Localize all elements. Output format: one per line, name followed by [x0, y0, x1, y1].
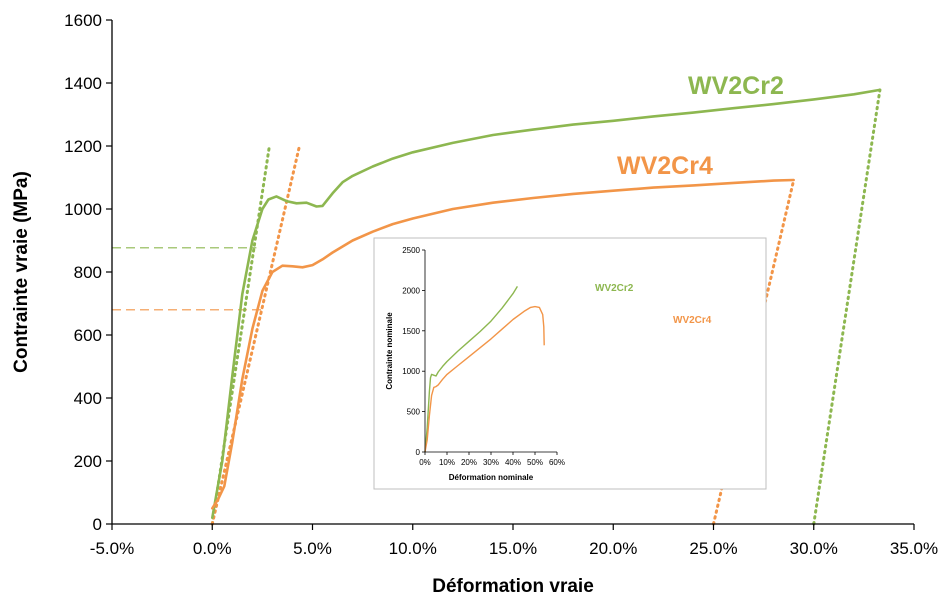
elastic-line-wv2cr2-0	[210, 144, 271, 526]
inset-x-tick-label: 60%	[549, 458, 565, 467]
y-tick-label: 1600	[64, 11, 102, 30]
inset-x-tick-label: 20%	[461, 458, 477, 467]
inset-frame	[373, 237, 767, 490]
inset-x-tick-label: 0%	[419, 458, 431, 467]
y-tick-label: 600	[74, 326, 102, 345]
y-tick-label: 800	[74, 263, 102, 282]
inset-chart: 0 500 1000 1500 2000 2500 0% 10% 20% 30% 40% 50% 60%…	[373, 237, 767, 490]
inset-y-tick-label: 1500	[402, 327, 420, 336]
y-tick-label: 0	[93, 515, 102, 534]
x-tick-label: 10.0%	[389, 539, 437, 558]
y-tick-label: 400	[74, 389, 102, 408]
y-axis-title: Contrainte vraie (MPa)	[11, 171, 32, 373]
y-tick-label: 1000	[64, 200, 102, 219]
inset-series-label-wv2cr4: WV2Cr4	[673, 315, 712, 326]
x-tick-label: 30.0%	[790, 539, 838, 558]
elastic-line-wv2cr2-2	[812, 88, 882, 526]
inset-y-tick-label: 500	[407, 408, 421, 417]
elastic-line-wv2cr4-1	[210, 144, 301, 526]
inset-y-tick-label: 1000	[402, 367, 420, 376]
series-label-wv2cr4: WV2Cr4	[617, 152, 713, 180]
x-tick-label: 35.0%	[890, 539, 938, 558]
inset-series-label-wv2cr2: WV2Cr2	[595, 283, 634, 294]
main-plot: 0 200 400 600 800 1000 1200 1400 1600 -5.0% 0.0% 5.…	[11, 11, 938, 597]
inset-x-tick-label: 50%	[527, 458, 543, 467]
x-tick-label: 0.0%	[193, 539, 232, 558]
inset-y-tick-label: 2000	[402, 286, 420, 295]
y-tick-label: 200	[74, 452, 102, 471]
x-tick-label: 20.0%	[589, 539, 637, 558]
x-axis-title: Déformation vraie	[432, 576, 594, 597]
series-label-wv2cr2: WV2Cr2	[688, 72, 784, 100]
inset-y-tick-label: 2500	[402, 246, 420, 255]
x-tick-label: 5.0%	[293, 539, 332, 558]
x-tick-label: 25.0%	[689, 539, 737, 558]
x-tick-label: -5.0%	[90, 539, 134, 558]
series-line-wv2cr2	[211, 88, 882, 519]
y-tick-label: 1400	[64, 74, 102, 93]
y-tick-label: 1200	[64, 137, 102, 156]
series-line-wv2cr4	[211, 178, 795, 510]
inset-x-tick-label: 40%	[505, 458, 521, 467]
x-tick-label: 15.0%	[489, 539, 537, 558]
inset-y-axis-title: Contrainte nominale	[385, 312, 394, 390]
inset-x-tick-label: 10%	[439, 458, 455, 467]
inset-series-line-wv2cr2	[424, 286, 518, 453]
inset-y-tick-label: 0	[416, 448, 421, 457]
inset-x-axis-title: Déformation nominale	[449, 473, 534, 482]
inset-x-tick-label: 30%	[483, 458, 499, 467]
inset-series-line-wv2cr4	[424, 305, 545, 453]
